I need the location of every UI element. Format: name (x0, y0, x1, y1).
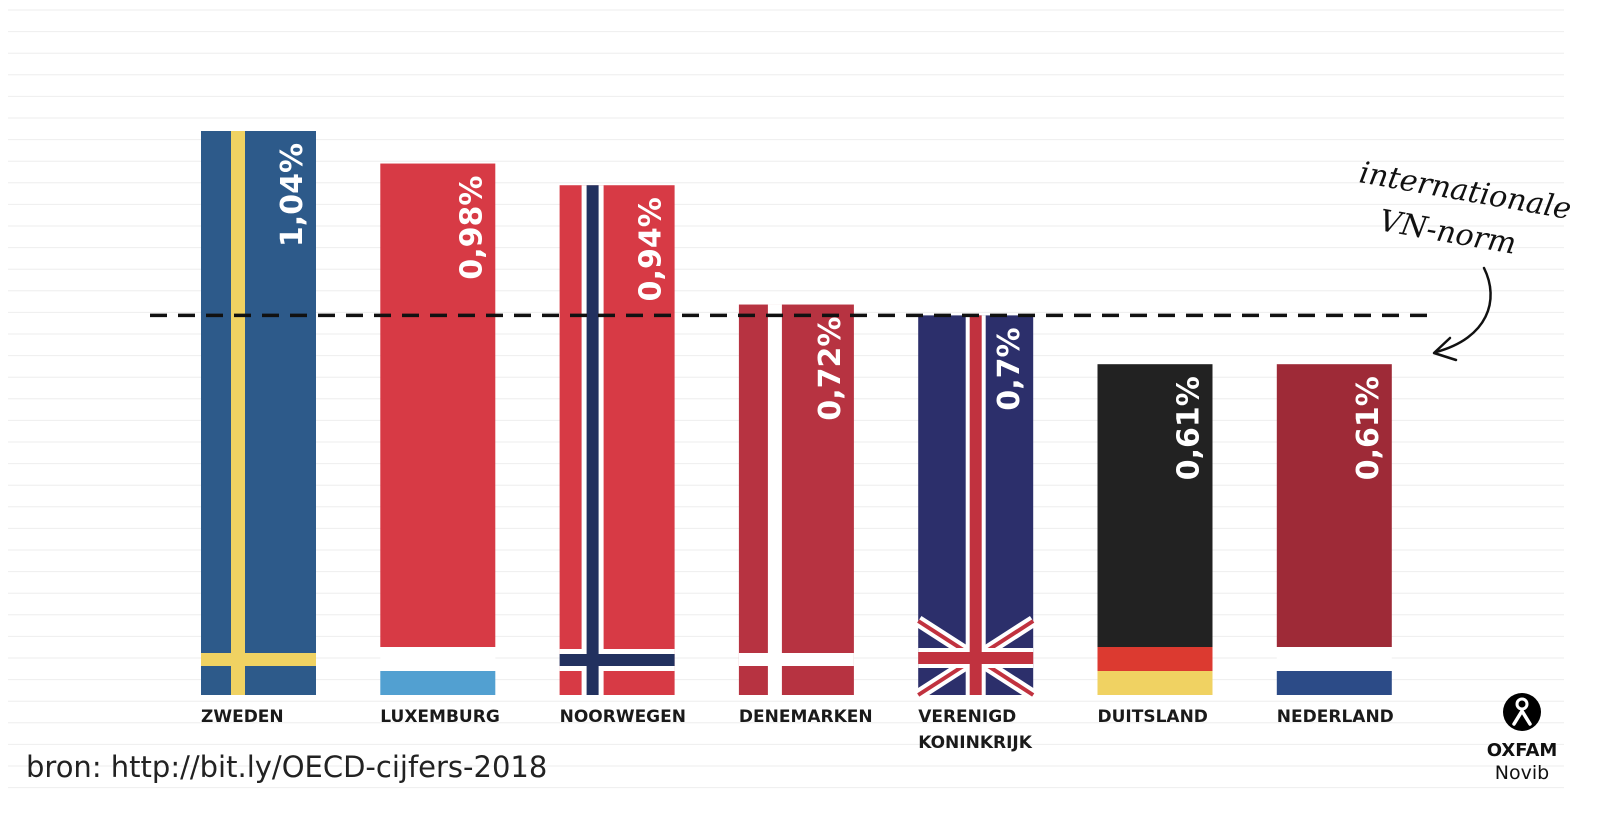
oxfam-logo-icon-body (1512, 707, 1532, 726)
flag-white (1276, 647, 1392, 671)
bar-germany (1097, 364, 1213, 695)
flag-cross-blue-horizontal (559, 654, 675, 666)
value-label: 0,98% (454, 176, 489, 280)
flag-gold (1097, 671, 1213, 695)
value-label: 0,61% (1172, 376, 1207, 480)
value-label: 0,7% (992, 327, 1027, 410)
chart-labels: 1,04% ZWEDEN 0,98% LUXEMBURG 0,94% NOORWEGEN 0… (201, 143, 1394, 753)
value-label: 0,72% (813, 317, 848, 421)
flag-blue (380, 671, 496, 695)
annotation-arrowhead (1432, 336, 1458, 362)
flag-cross-horizontal (738, 653, 854, 666)
category-label: ZWEDEN (201, 707, 284, 727)
annotation-arrow (1434, 266, 1492, 354)
category-label: LUXEMBURG (380, 707, 499, 727)
chart-bars (201, 131, 1392, 701)
category-label: VERENIGD (918, 707, 1016, 727)
source-note: bron: http://bit.ly/OECD-cijfers-2018 (26, 750, 547, 784)
flag-cross-red-vertical (969, 315, 982, 695)
flag-cross-vertical (231, 131, 245, 695)
flag-cross-blue-vertical (586, 185, 599, 695)
category-label: KONINKRIJK (918, 733, 1033, 753)
category-label: DUITSLAND (1098, 707, 1208, 727)
bar-sweden (201, 131, 316, 695)
value-label: 0,94% (634, 197, 669, 301)
flag-red (1097, 647, 1213, 671)
flag-cross-horizontal (201, 653, 316, 666)
logo-name: OXFAM (1487, 740, 1558, 761)
bar-luxembourg (380, 163, 496, 695)
category-label: NOORWEGEN (560, 707, 686, 727)
bar-norway (559, 185, 675, 695)
value-label: 0,61% (1351, 376, 1386, 480)
flag-cross-red-horizontal (918, 652, 1034, 664)
flag-field (201, 131, 316, 695)
value-label: 1,04% (275, 143, 310, 247)
flag-cross-vertical (767, 304, 782, 695)
category-label: NEDERLAND (1277, 707, 1394, 727)
flag-white (380, 647, 496, 671)
flag-red (380, 163, 496, 648)
bar-denmark (738, 304, 854, 695)
flag-blue (1276, 671, 1392, 695)
oxfam-logo: OXFAM Novib (1487, 693, 1558, 784)
flag-field (738, 304, 854, 695)
flag-field (559, 185, 675, 695)
category-label: DENEMARKEN (739, 707, 873, 727)
bar-netherlands (1276, 364, 1392, 695)
logo-sub: Novib (1495, 762, 1549, 784)
flag-black (1097, 364, 1213, 647)
flag-red (1276, 364, 1392, 647)
bar-united-kingdom (914, 315, 1037, 701)
